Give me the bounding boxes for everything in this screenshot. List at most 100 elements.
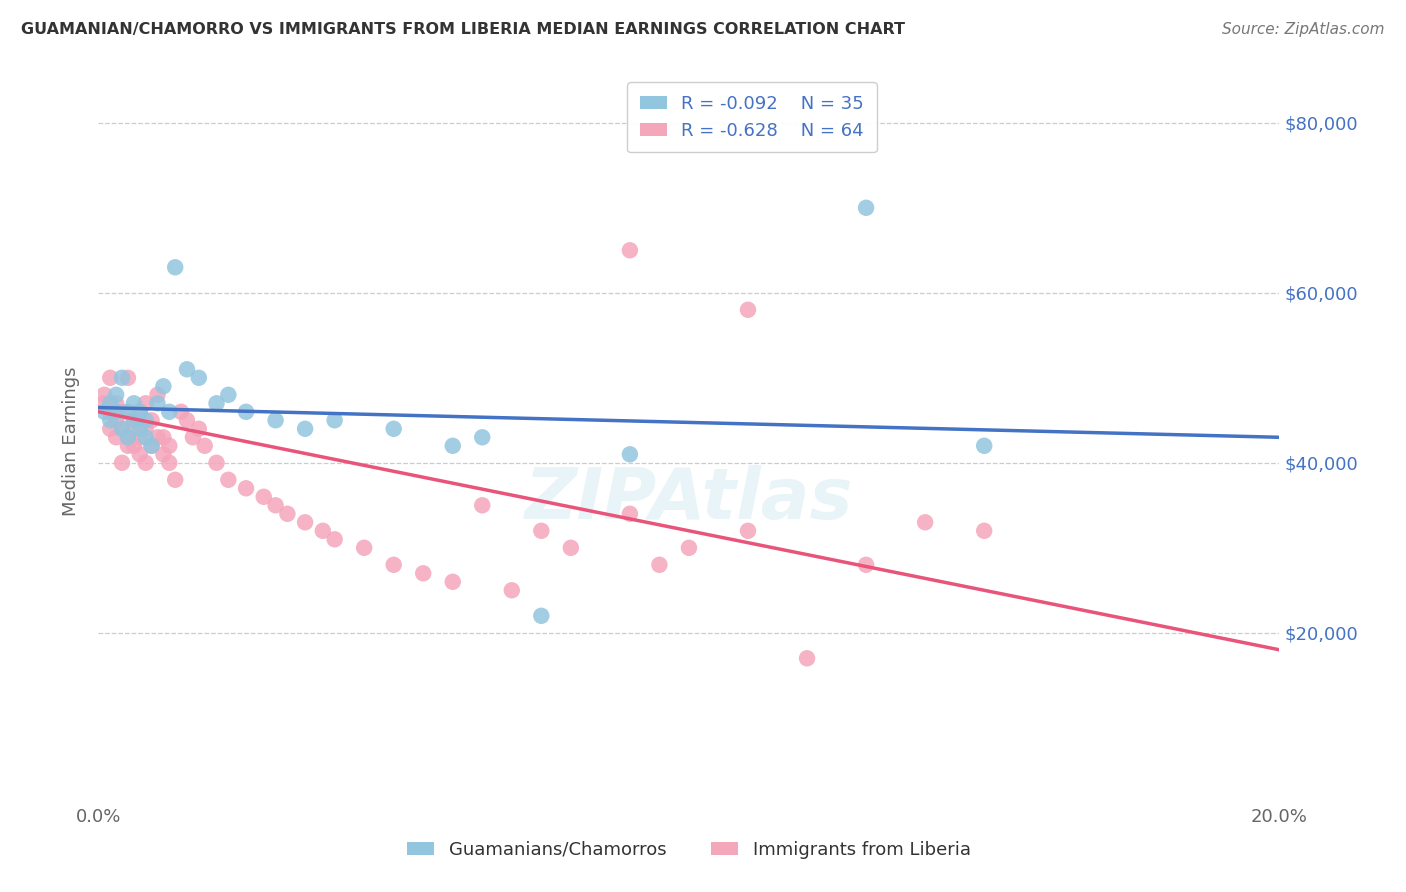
Point: [914, 516, 936, 530]
Point: [648, 558, 671, 572]
Point: [98, 413, 121, 427]
Point: [973, 439, 995, 453]
Point: [105, 388, 128, 402]
Point: [122, 413, 145, 427]
Point: [135, 422, 157, 436]
Point: [187, 371, 209, 385]
Point: [128, 430, 150, 444]
Point: [111, 371, 134, 385]
Point: [530, 608, 553, 623]
Point: [737, 302, 759, 317]
Point: [117, 430, 139, 444]
Point: [128, 422, 150, 436]
Point: [412, 566, 434, 581]
Point: [141, 413, 163, 427]
Point: [253, 490, 276, 504]
Point: [128, 405, 150, 419]
Point: [117, 439, 139, 453]
Point: [105, 413, 128, 427]
Point: [619, 447, 641, 461]
Point: [122, 422, 145, 436]
Point: [141, 439, 163, 453]
Point: [294, 422, 316, 436]
Point: [276, 507, 298, 521]
Point: [157, 405, 180, 419]
Point: [294, 516, 316, 530]
Point: [353, 541, 375, 555]
Point: [855, 558, 877, 572]
Point: [105, 396, 128, 410]
Point: [323, 413, 346, 427]
Point: [312, 524, 335, 538]
Point: [382, 558, 405, 572]
Point: [165, 260, 187, 275]
Point: [105, 405, 128, 419]
Point: [146, 430, 169, 444]
Point: [128, 405, 150, 419]
Point: [146, 388, 169, 402]
Point: [98, 422, 121, 436]
Point: [205, 396, 228, 410]
Point: [146, 396, 169, 410]
Point: [619, 507, 641, 521]
Point: [217, 473, 239, 487]
Point: [128, 447, 150, 461]
Point: [135, 456, 157, 470]
Point: [93, 396, 115, 410]
Point: [678, 541, 700, 555]
Point: [181, 430, 204, 444]
Point: [235, 481, 257, 495]
Point: [441, 574, 464, 589]
Point: [122, 396, 145, 410]
Point: [152, 379, 174, 393]
Point: [122, 439, 145, 453]
Point: [98, 371, 121, 385]
Point: [152, 447, 174, 461]
Point: [264, 498, 287, 512]
Text: Source: ZipAtlas.com: Source: ZipAtlas.com: [1222, 22, 1385, 37]
Point: [973, 524, 995, 538]
Point: [501, 583, 523, 598]
Point: [323, 533, 346, 547]
Point: [152, 430, 174, 444]
Point: [141, 439, 163, 453]
Point: [93, 405, 115, 419]
Point: [157, 456, 180, 470]
Point: [98, 405, 121, 419]
Point: [111, 405, 134, 419]
Point: [98, 396, 121, 410]
Point: [117, 430, 139, 444]
Point: [111, 422, 134, 436]
Point: [176, 362, 198, 376]
Point: [737, 524, 759, 538]
Point: [796, 651, 818, 665]
Y-axis label: Median Earnings: Median Earnings: [62, 367, 80, 516]
Point: [205, 456, 228, 470]
Point: [235, 405, 257, 419]
Point: [117, 371, 139, 385]
Point: [135, 430, 157, 444]
Point: [530, 524, 553, 538]
Point: [111, 456, 134, 470]
Point: [176, 413, 198, 427]
Point: [194, 439, 217, 453]
Point: [122, 413, 145, 427]
Point: [471, 430, 494, 444]
Point: [441, 439, 464, 453]
Point: [217, 388, 239, 402]
Point: [170, 405, 193, 419]
Point: [93, 388, 115, 402]
Point: [135, 413, 157, 427]
Point: [264, 413, 287, 427]
Point: [471, 498, 494, 512]
Point: [165, 473, 187, 487]
Text: ZIPAtlas: ZIPAtlas: [524, 465, 853, 533]
Point: [135, 396, 157, 410]
Point: [855, 201, 877, 215]
Point: [187, 422, 209, 436]
Point: [382, 422, 405, 436]
Point: [560, 541, 582, 555]
Point: [117, 405, 139, 419]
Text: GUAMANIAN/CHAMORRO VS IMMIGRANTS FROM LIBERIA MEDIAN EARNINGS CORRELATION CHART: GUAMANIAN/CHAMORRO VS IMMIGRANTS FROM LI…: [21, 22, 905, 37]
Point: [619, 244, 641, 258]
